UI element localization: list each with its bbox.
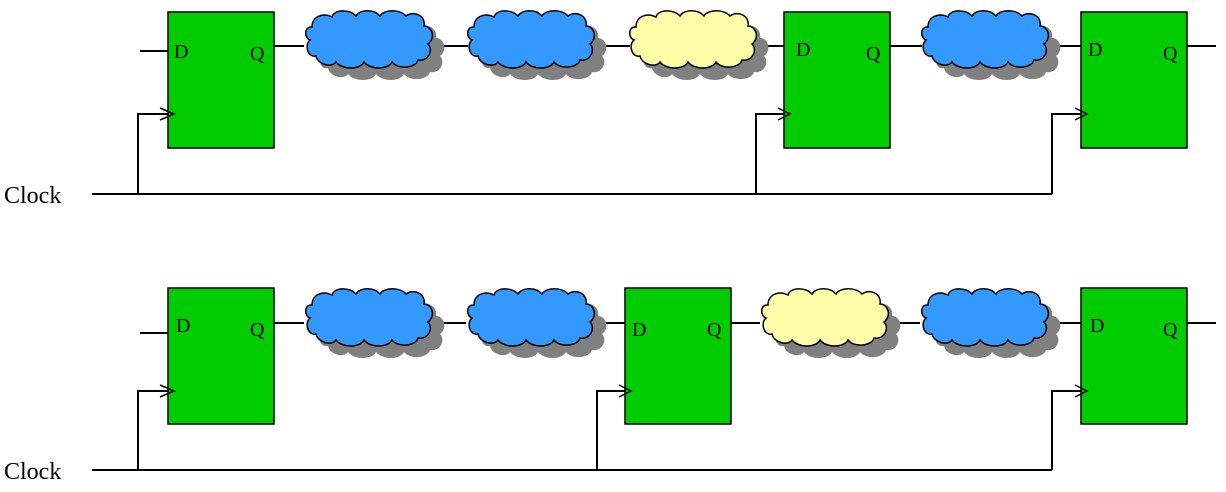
data-line bbox=[140, 322, 1216, 334]
flip-flop: D Q bbox=[1074, 11, 1188, 149]
q-output-label: Q bbox=[1163, 43, 1178, 65]
flip-flop: D Q bbox=[159, 287, 275, 425]
pipeline-row-1: Clock D Q D Q bbox=[4, 10, 1216, 209]
combinational-logic-cloud-highlighted bbox=[760, 288, 901, 358]
clock-line bbox=[92, 390, 1081, 471]
d-input-label: D bbox=[176, 315, 190, 337]
flip-flop-body bbox=[167, 11, 275, 149]
d-input-label: D bbox=[174, 41, 188, 63]
flip-flop-body bbox=[783, 11, 891, 149]
d-input-label: D bbox=[1088, 39, 1102, 61]
clock-input-triangle bbox=[159, 107, 176, 121]
d-input-label: D bbox=[796, 39, 810, 61]
combinational-logic-cloud bbox=[304, 288, 445, 358]
d-input-label: D bbox=[632, 319, 646, 341]
q-output-label: Q bbox=[707, 319, 722, 341]
flip-flop-body bbox=[624, 287, 732, 425]
combinational-logic-cloud bbox=[466, 10, 607, 80]
flip-flop: D Q bbox=[159, 11, 275, 149]
clock-line bbox=[92, 113, 1081, 195]
flip-flop-body bbox=[167, 287, 275, 425]
clock-input-triangle bbox=[159, 384, 176, 398]
combinational-logic-cloud bbox=[466, 288, 607, 358]
combinational-logic-cloud bbox=[920, 10, 1061, 80]
combinational-logic-cloud bbox=[304, 10, 445, 80]
q-output-label: Q bbox=[250, 319, 265, 341]
flip-flop: D Q bbox=[618, 287, 732, 425]
q-output-label: Q bbox=[250, 43, 265, 65]
d-input-label: D bbox=[1090, 315, 1104, 337]
combinational-logic-cloud bbox=[920, 288, 1061, 358]
combinational-logic-cloud-highlighted bbox=[628, 10, 769, 80]
q-output-label: Q bbox=[1163, 319, 1178, 341]
clock-label: Clock bbox=[4, 459, 61, 485]
clock-label: Clock bbox=[4, 183, 61, 209]
flip-flop-body bbox=[1080, 287, 1188, 425]
clock-input-triangle bbox=[618, 384, 633, 398]
clock-input-triangle bbox=[777, 107, 792, 121]
clock-input-triangle bbox=[1074, 107, 1089, 121]
pipeline-row-2: Clock D Q D Q bbox=[4, 287, 1216, 485]
data-line bbox=[140, 45, 1216, 52]
flip-flop: D Q bbox=[777, 11, 891, 149]
clock-input-triangle bbox=[1074, 384, 1089, 398]
flip-flop: D Q bbox=[1074, 287, 1188, 425]
flip-flop-body bbox=[1080, 11, 1188, 149]
q-output-label: Q bbox=[866, 43, 881, 65]
